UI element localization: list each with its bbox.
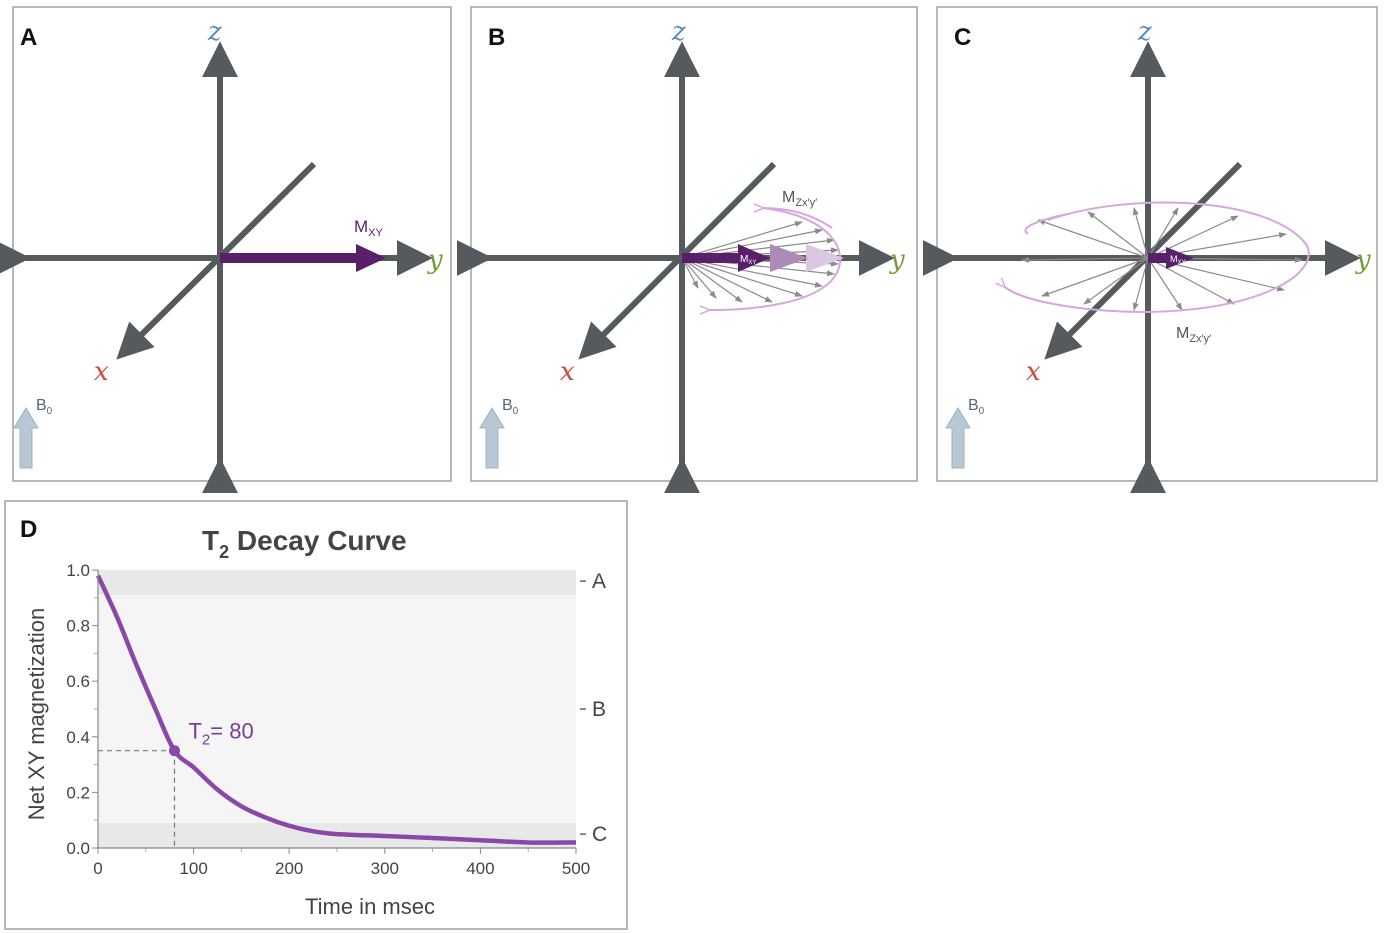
x-tick-label: 0 <box>93 859 102 878</box>
band-b <box>98 595 576 823</box>
band-a <box>98 570 576 596</box>
x-tick-label: 300 <box>371 859 399 878</box>
decay-curve <box>95 574 577 845</box>
y-axis-title: Net XY magnetization <box>24 608 49 820</box>
bands-group: A B C <box>98 570 607 848</box>
x-axis-label: x <box>560 357 575 387</box>
band-label-a: A <box>592 570 606 593</box>
x-tick-label: 100 <box>179 859 207 878</box>
y-tick-label: 0.4 <box>66 728 90 747</box>
mxy-label: MXY <box>740 254 756 266</box>
z-axis-label: z <box>1137 17 1152 47</box>
precession-ellipse-back <box>1024 213 1069 235</box>
b0-label: B0 <box>36 397 53 417</box>
x-axis <box>578 161 777 360</box>
z-axis-label: z <box>671 17 686 47</box>
mxy-label: MXY <box>1170 254 1186 266</box>
mxy-vector-head <box>356 244 386 272</box>
b0-arrow-icon <box>479 407 505 469</box>
x-axis <box>116 161 317 360</box>
panel-c-label: C <box>954 24 972 51</box>
mxy-ghost-far <box>806 244 844 272</box>
mxy-vector-head <box>1166 247 1194 269</box>
x-axis-label: x <box>94 357 109 387</box>
b0-label: B0 <box>502 397 519 417</box>
mzxy-label: MZx′y′ <box>782 189 817 209</box>
y-tick-label: 0.0 <box>66 839 90 858</box>
y-axis-label: y <box>1355 245 1371 275</box>
x-axis-label: x <box>1026 357 1041 387</box>
mxy-label: MXY <box>354 217 384 239</box>
x-tick-label: 200 <box>275 859 303 878</box>
panel-a-diagram: z y x MXY B0 <box>0 17 443 494</box>
z-axis-label: z <box>207 17 222 47</box>
panel-b-diagram: MXY MZx′y′ z y x B0 <box>456 17 905 494</box>
y-axis-label: y <box>889 245 905 275</box>
panel-c: C MXY MZx′y′ z y x <box>922 6 1378 494</box>
axes <box>97 570 576 849</box>
band-label-c: C <box>592 823 607 846</box>
chart-title: T2 Decay Curve <box>202 525 407 562</box>
band-label-b: B <box>592 698 606 721</box>
t2-guides <box>98 750 176 848</box>
x-tick-label: 500 <box>562 859 590 878</box>
panel-a-label: A <box>20 24 38 51</box>
precession-ellipse <box>1004 201 1310 314</box>
t2-marker <box>168 745 180 757</box>
y-tick-label: 0.6 <box>66 672 90 691</box>
panel-d-label: D <box>20 516 38 543</box>
panel-b-label: B <box>488 24 506 51</box>
b0-arrow-icon <box>13 407 39 469</box>
mxy-vector-head <box>738 244 770 272</box>
x-tick-label: 400 <box>466 859 494 878</box>
y-tick-label: 0.8 <box>66 617 90 636</box>
mzxy-label: MZx′y′ <box>1176 325 1211 345</box>
precession-arc <box>708 207 842 310</box>
panel-b: B MXY MZx′y′ z y x <box>456 6 918 494</box>
y-axis-label: y <box>427 245 443 275</box>
ticks-group: 0.0 0.2 0.4 0.6 0.8 1.0 0 100 200 300 400 500 <box>66 561 590 878</box>
panel-c-diagram: MXY MZx′y′ z y x B0 <box>922 17 1371 494</box>
y-tick-label: 0.2 <box>66 783 90 802</box>
t2-decay-chart: T2 Decay Curve A B C 0.0 0.2 0.4 0.6 0.8 1.0 0 10… <box>24 525 607 919</box>
t2-annotation: T2= 80 <box>188 719 253 749</box>
panel-a: A z y x MXY B0 <box>0 6 452 494</box>
y-tick-label: 1.0 <box>66 561 90 580</box>
b0-label: B0 <box>968 397 985 417</box>
mxy-ghost-mid <box>770 244 808 272</box>
x-axis-title: Time in msec <box>305 894 435 919</box>
precession-arc-top <box>762 208 833 229</box>
b0-arrow-icon <box>945 407 971 469</box>
